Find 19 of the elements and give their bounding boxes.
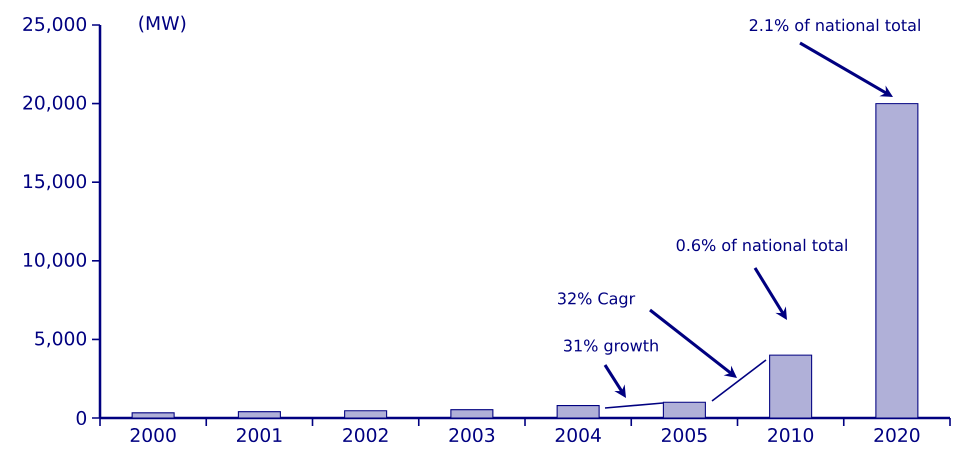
x-tick-label: 2003 [449,428,494,442]
y-tick-label: 10,000 [24,252,86,269]
y-axis-title: (MW) [139,16,186,32]
y-tick-label: 15,000 [24,174,86,190]
x-tick-label: 2000 [130,428,176,442]
x-tick-label: 2002 [343,428,388,442]
x-tick-label: 2020 [874,428,920,442]
x-tick-label: 2001 [236,428,282,442]
y-tick-label: 25,000 [23,16,86,34]
y-tick-label: 0 [76,410,86,426]
y-tick-label: 20,000 [23,96,86,112]
annotation: 0.6% of national total [676,238,847,252]
annotation: 31% growth [564,339,658,355]
annotation: 32% Cagr [558,292,636,308]
x-tick-label: 2004 [556,428,601,442]
annotation: 2.1% of national total [750,18,920,32]
y-tick-label: 5,000 [35,331,86,348]
x-tick-label: 2010 [768,428,814,442]
x-tick-label: 2005 [662,428,706,442]
